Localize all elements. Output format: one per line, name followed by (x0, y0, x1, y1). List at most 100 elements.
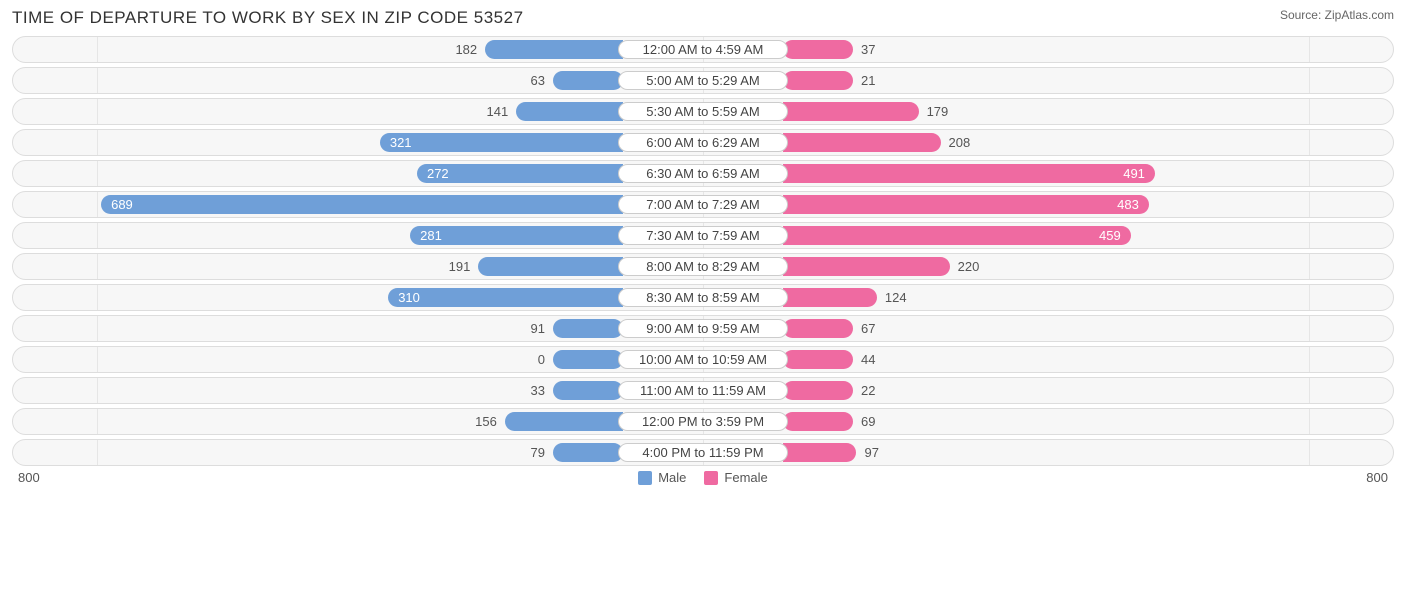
gridline (1309, 161, 1310, 186)
male-value: 191 (418, 254, 478, 279)
male-bar: 272 (417, 164, 623, 183)
female-value: 491 (1113, 166, 1155, 181)
female-value: 67 (853, 316, 913, 341)
male-bar (505, 412, 623, 431)
category-label: 4:00 PM to 11:59 PM (618, 443, 788, 462)
chart-row: 63 21 5:00 AM to 5:29 AM (12, 67, 1394, 94)
gridline (97, 347, 98, 372)
chart-row: 3101248:30 AM to 8:59 AM (12, 284, 1394, 311)
female-value: 44 (853, 347, 913, 372)
gridline (1309, 254, 1310, 279)
legend-label: Male (658, 470, 686, 485)
female-bar (783, 71, 853, 90)
male-bar (553, 350, 623, 369)
male-value: 156 (445, 409, 505, 434)
male-bar (478, 257, 623, 276)
female-bar (783, 288, 877, 307)
chart-row: 1823712:00 AM to 4:59 AM (12, 36, 1394, 63)
category-label: 5:00 AM to 5:29 AM (618, 71, 788, 90)
male-bar (553, 319, 623, 338)
category-label: 10:00 AM to 10:59 AM (618, 350, 788, 369)
gridline (1309, 440, 1310, 465)
male-value: 33 (493, 378, 553, 403)
chart-row: 332211:00 AM to 11:59 AM (12, 377, 1394, 404)
female-bar (783, 412, 853, 431)
female-value: 179 (919, 99, 979, 124)
female-value: 459 (1089, 228, 1131, 243)
gridline (1309, 192, 1310, 217)
female-value: 69 (853, 409, 913, 434)
gridline (1309, 347, 1310, 372)
gridline (97, 440, 98, 465)
male-value: 79 (493, 440, 553, 465)
gridline (97, 254, 98, 279)
gridline (97, 99, 98, 124)
gridline (1309, 409, 1310, 434)
axis-label-left: 800 (18, 470, 40, 485)
male-bar: 310 (388, 288, 623, 307)
female-value: 220 (950, 254, 1010, 279)
gridline (1309, 285, 1310, 310)
male-value: 141 (456, 99, 516, 124)
legend-item: Female (704, 470, 767, 485)
chart-row: 91 67 9:00 AM to 9:59 AM (12, 315, 1394, 342)
female-value: 483 (1107, 197, 1149, 212)
female-value: 21 (853, 68, 913, 93)
gridline (97, 161, 98, 186)
female-bar (783, 319, 853, 338)
gridline (97, 378, 98, 403)
gridline (97, 192, 98, 217)
category-label: 6:00 AM to 6:29 AM (618, 133, 788, 152)
legend-swatch (638, 471, 652, 485)
gridline (97, 37, 98, 62)
male-bar: 689 (101, 195, 623, 214)
chart-area: 1823712:00 AM to 4:59 AM63215:00 AM to 5… (12, 36, 1394, 466)
gridline (1309, 99, 1310, 124)
chart-row: 141 179 5:30 AM to 5:59 AM (12, 98, 1394, 125)
chart-title: TIME OF DEPARTURE TO WORK BY SEX IN ZIP … (12, 8, 524, 28)
chart-row: 321 208 6:00 AM to 6:29 AM (12, 129, 1394, 156)
legend-item: Male (638, 470, 686, 485)
female-value: 22 (853, 378, 913, 403)
female-value: 97 (856, 440, 916, 465)
chart-row: 191 220 8:00 AM to 8:29 AM (12, 253, 1394, 280)
female-value: 124 (877, 285, 937, 310)
female-bar: 459 (783, 226, 1131, 245)
gridline (97, 68, 98, 93)
gridline (1309, 378, 1310, 403)
female-bar (783, 133, 941, 152)
male-value: 63 (493, 68, 553, 93)
chart-row: 79 97 4:00 PM to 11:59 PM (12, 439, 1394, 466)
gridline (1309, 68, 1310, 93)
legend-swatch (704, 471, 718, 485)
category-label: 9:00 AM to 9:59 AM (618, 319, 788, 338)
male-bar: 281 (410, 226, 623, 245)
female-bar: 483 (783, 195, 1149, 214)
gridline (97, 285, 98, 310)
gridline (97, 130, 98, 155)
male-bar (485, 40, 623, 59)
male-value: 310 (388, 290, 430, 305)
male-bar: 321 (380, 133, 623, 152)
male-value: 321 (380, 135, 422, 150)
axis-label-right: 800 (1366, 470, 1388, 485)
male-value: 281 (410, 228, 452, 243)
category-label: 8:00 AM to 8:29 AM (618, 257, 788, 276)
male-bar (553, 71, 623, 90)
female-bar: 491 (783, 164, 1155, 183)
gridline (1309, 130, 1310, 155)
female-bar (783, 40, 853, 59)
female-value: 37 (853, 37, 913, 62)
chart-row: 04410:00 AM to 10:59 AM (12, 346, 1394, 373)
male-value: 182 (425, 37, 485, 62)
female-bar (783, 257, 950, 276)
chart-footer: 800 Male Female 800 (12, 470, 1394, 485)
female-bar (783, 381, 853, 400)
male-value: 91 (493, 316, 553, 341)
male-value: 272 (417, 166, 459, 181)
male-bar (516, 102, 623, 121)
gridline (1309, 316, 1310, 341)
category-label: 5:30 AM to 5:59 AM (618, 102, 788, 121)
category-label: 12:00 PM to 3:59 PM (618, 412, 788, 431)
female-value: 208 (941, 130, 1001, 155)
